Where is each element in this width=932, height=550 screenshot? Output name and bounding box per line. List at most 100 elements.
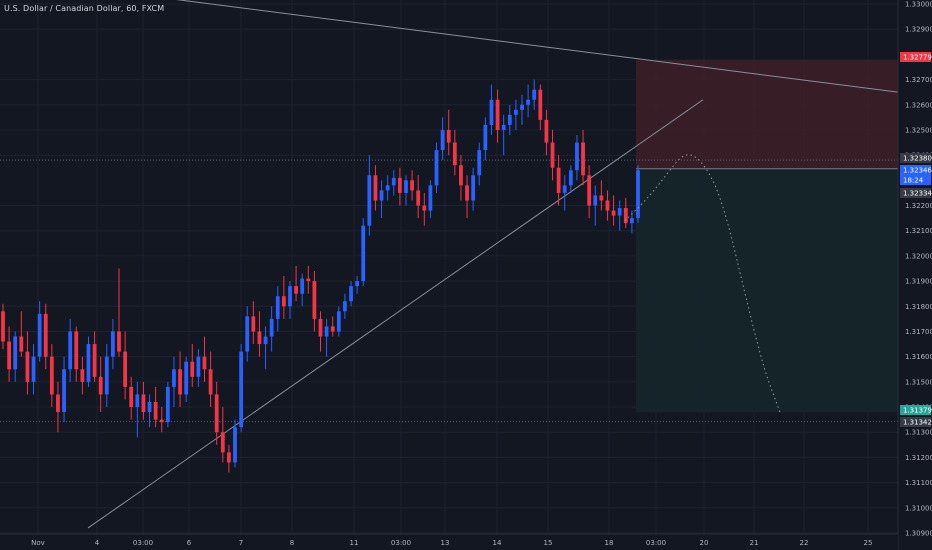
candle-body — [172, 369, 176, 387]
candles — [1, 79, 640, 473]
candle-body — [184, 361, 189, 395]
candle-body — [117, 331, 121, 352]
candle-body — [196, 356, 201, 377]
candle-body — [294, 286, 298, 294]
candle-body — [312, 281, 317, 319]
price-tag-box — [900, 153, 931, 163]
candle-body — [275, 296, 280, 319]
x-tick-label: 18 — [605, 539, 614, 547]
vertical-gridlines — [37, 0, 869, 534]
candle-body — [501, 124, 506, 130]
candle-body — [251, 316, 256, 332]
chart-title: U.S. Dollar / Canadian Dollar, 60, FXCM — [4, 4, 165, 13]
candle-body — [92, 344, 97, 377]
candle-body — [410, 180, 414, 191]
candle-body — [440, 129, 445, 151]
projection-curve — [624, 154, 781, 413]
y-tick-label: 1.31000 — [905, 504, 932, 512]
x-tick-label: 13 — [441, 539, 450, 547]
candle-body — [532, 89, 537, 100]
x-tick-label: 25 — [864, 539, 873, 547]
x-tick-label: 7 — [239, 539, 243, 547]
candle-body — [355, 281, 360, 287]
candle-body — [581, 142, 585, 176]
candle-body — [202, 356, 207, 370]
candle-body — [587, 175, 592, 206]
candle-body — [520, 104, 524, 110]
candle-body — [428, 185, 433, 211]
candle-body — [123, 351, 128, 387]
candle-body — [636, 170, 640, 219]
candle-body — [300, 278, 305, 294]
price-tag: 1.32380 — [900, 153, 932, 163]
candle-body — [263, 336, 268, 345]
price-tag-box — [900, 165, 931, 175]
candle-body — [62, 369, 66, 413]
time-axis[interactable]: Nov 4 03:00 6 7 8 11 03:00 13 14 15 18 03:00 20 21 22 25 — [31, 539, 872, 547]
candle-body — [495, 99, 500, 130]
price-tag-box — [900, 405, 931, 415]
candle-body — [318, 318, 323, 337]
candle-body — [1, 311, 5, 342]
x-tick-label: 20 — [700, 539, 709, 547]
candle-body — [611, 210, 616, 216]
candle-body — [245, 316, 250, 352]
price-tag: 1.31342 — [900, 417, 932, 427]
candle-body — [379, 190, 384, 201]
y-tick-label: 1.31500 — [905, 378, 932, 386]
candle-body — [56, 394, 60, 413]
candle-body — [147, 402, 152, 413]
price-tags: 1.32779 1.32380 1.32346 18:24 1.32334 1.31379… — [900, 52, 932, 427]
x-tick-label: 15 — [544, 539, 553, 547]
price-tag: 1.32779 — [900, 52, 932, 62]
price-tag-label: 18:24 — [903, 177, 924, 185]
candle-body — [324, 326, 329, 337]
candle-body — [7, 341, 11, 370]
candle-body — [306, 278, 311, 282]
candle-body — [135, 394, 140, 408]
candle-body — [141, 394, 146, 413]
trendlines[interactable] — [87, 0, 899, 529]
candle-body — [153, 402, 158, 420]
time-axis-background — [0, 534, 898, 550]
candle-body — [111, 331, 115, 357]
candle-body — [19, 336, 24, 352]
y-tick-label: 1.32200 — [905, 202, 932, 210]
candle-body — [623, 208, 628, 224]
short-position-zones[interactable] — [636, 59, 898, 413]
candle-body — [129, 386, 134, 408]
price-tag-label: 1.32380 — [903, 155, 932, 163]
price-tag: 1.32346 — [900, 165, 932, 175]
candle-body — [507, 114, 512, 125]
y-tick-label: 1.31700 — [905, 328, 932, 336]
candle-body — [452, 142, 457, 166]
candle-body — [416, 190, 421, 206]
x-tick-label: 03:00 — [646, 539, 666, 547]
candle-body — [330, 326, 335, 332]
candle-body — [31, 356, 36, 382]
candle-body — [568, 170, 573, 186]
candle-body — [165, 386, 170, 423]
price-tag-label: 1.31342 — [903, 419, 932, 427]
x-tick-label: 03:00 — [133, 539, 153, 547]
rising-support-line — [87, 99, 704, 529]
candle-body — [544, 119, 549, 143]
candle-body — [43, 313, 48, 357]
candle-body — [446, 129, 451, 143]
candle-body — [404, 180, 408, 193]
price-tag-box — [900, 52, 931, 62]
projection-path[interactable] — [624, 154, 781, 413]
candle-body — [74, 331, 79, 370]
y-tick-label: 1.33000 — [905, 1, 932, 9]
candle-body — [98, 376, 103, 395]
y-tick-label: 1.32000 — [905, 252, 932, 260]
y-tick-label: 1.32600 — [905, 101, 932, 109]
x-tick-label: Nov — [31, 539, 45, 547]
x-tick-label: 11 — [350, 539, 359, 547]
candle-body — [361, 225, 366, 282]
candle-body — [104, 356, 109, 395]
candle-body — [556, 167, 561, 193]
